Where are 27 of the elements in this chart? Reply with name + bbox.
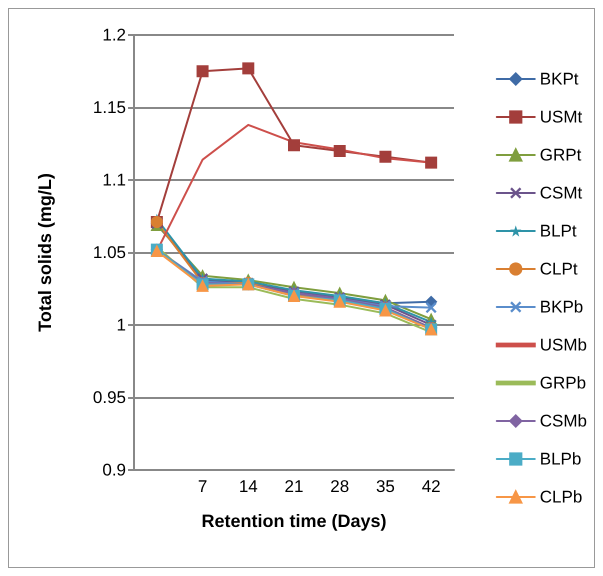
x-tick-label: 7: [198, 477, 208, 496]
y-axis-title: Total solids (mg/L): [35, 173, 55, 332]
legend-label: GRPb: [540, 374, 586, 392]
legend-label: BKPb: [540, 298, 584, 316]
y-tick-label: 0.9: [102, 460, 126, 480]
y-tick-label: 1.05: [92, 243, 126, 262]
legend-label: USMt: [540, 108, 583, 126]
legend-label: CLPb: [540, 488, 582, 506]
y-tick-label: 1.1: [102, 170, 126, 190]
legend-label: CSMb: [540, 412, 588, 430]
legend-label: CSMt: [540, 184, 583, 202]
y-tick-label: 1.15: [92, 98, 126, 117]
y-tick-label: 1: [116, 316, 126, 334]
legend-label: GRPt: [540, 146, 582, 164]
x-tick-label: 21: [284, 477, 304, 496]
legend-label: BLPt: [540, 222, 577, 240]
legend-label: USMb: [540, 336, 588, 354]
legend-label: BKPt: [540, 70, 579, 88]
y-tick-label: 1.2: [102, 26, 126, 44]
x-tick-label: 28: [330, 477, 350, 496]
y-tick-label: 0.95: [92, 388, 126, 407]
x-tick-label: 42: [422, 477, 441, 496]
legend-label: BLPb: [540, 450, 582, 468]
legend-label: CLPt: [540, 260, 578, 278]
x-tick-label: 14: [238, 477, 258, 496]
x-axis-title: Retention time (Days): [201, 511, 387, 531]
x-tick-label: 35: [376, 477, 395, 496]
